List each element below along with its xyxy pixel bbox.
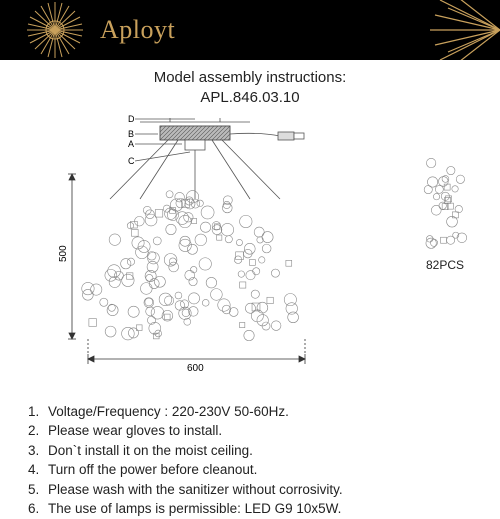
instruction-4: Turn off the power before cleanout. <box>48 460 257 480</box>
brand-header: Aployt <box>0 0 500 60</box>
diagram-area: D B A C 500 600 <box>0 114 500 394</box>
instruction-1: Voltage/Frequency : 220-230V 50-60Hz. <box>48 402 289 422</box>
marker-a: A <box>128 139 134 149</box>
instruction-6: The use of lamps is permissible: LED G9 … <box>48 499 341 519</box>
side-pieces-label: 82PCS <box>415 258 475 272</box>
instruction-2: Please wear gloves to install. <box>48 421 222 441</box>
sunburst-icon <box>25 0 85 60</box>
instruction-3: Don`t install it on the moist ceiling. <box>48 441 253 461</box>
dim-height: 500 <box>58 244 69 261</box>
marker-c: C <box>128 156 135 166</box>
brand-name: Aployt <box>100 15 175 45</box>
sunburst-partial-icon <box>430 0 500 60</box>
marker-b: B <box>128 129 134 139</box>
chandelier-diagram: D B A C 500 600 <box>50 114 340 374</box>
dim-width: 600 <box>187 363 204 374</box>
side-pieces-diagram: 82PCS <box>415 154 475 272</box>
instructions-list: 1.Voltage/Frequency : 220-230V 50-60Hz. … <box>28 402 480 519</box>
title-line2: APL.846.03.10 <box>0 88 500 108</box>
title-block: Model assembly instructions: APL.846.03.… <box>0 68 500 109</box>
title-line1: Model assembly instructions: <box>0 68 500 88</box>
instruction-5: Please wash with the sanitizer without c… <box>48 480 343 500</box>
marker-d: D <box>128 114 135 124</box>
